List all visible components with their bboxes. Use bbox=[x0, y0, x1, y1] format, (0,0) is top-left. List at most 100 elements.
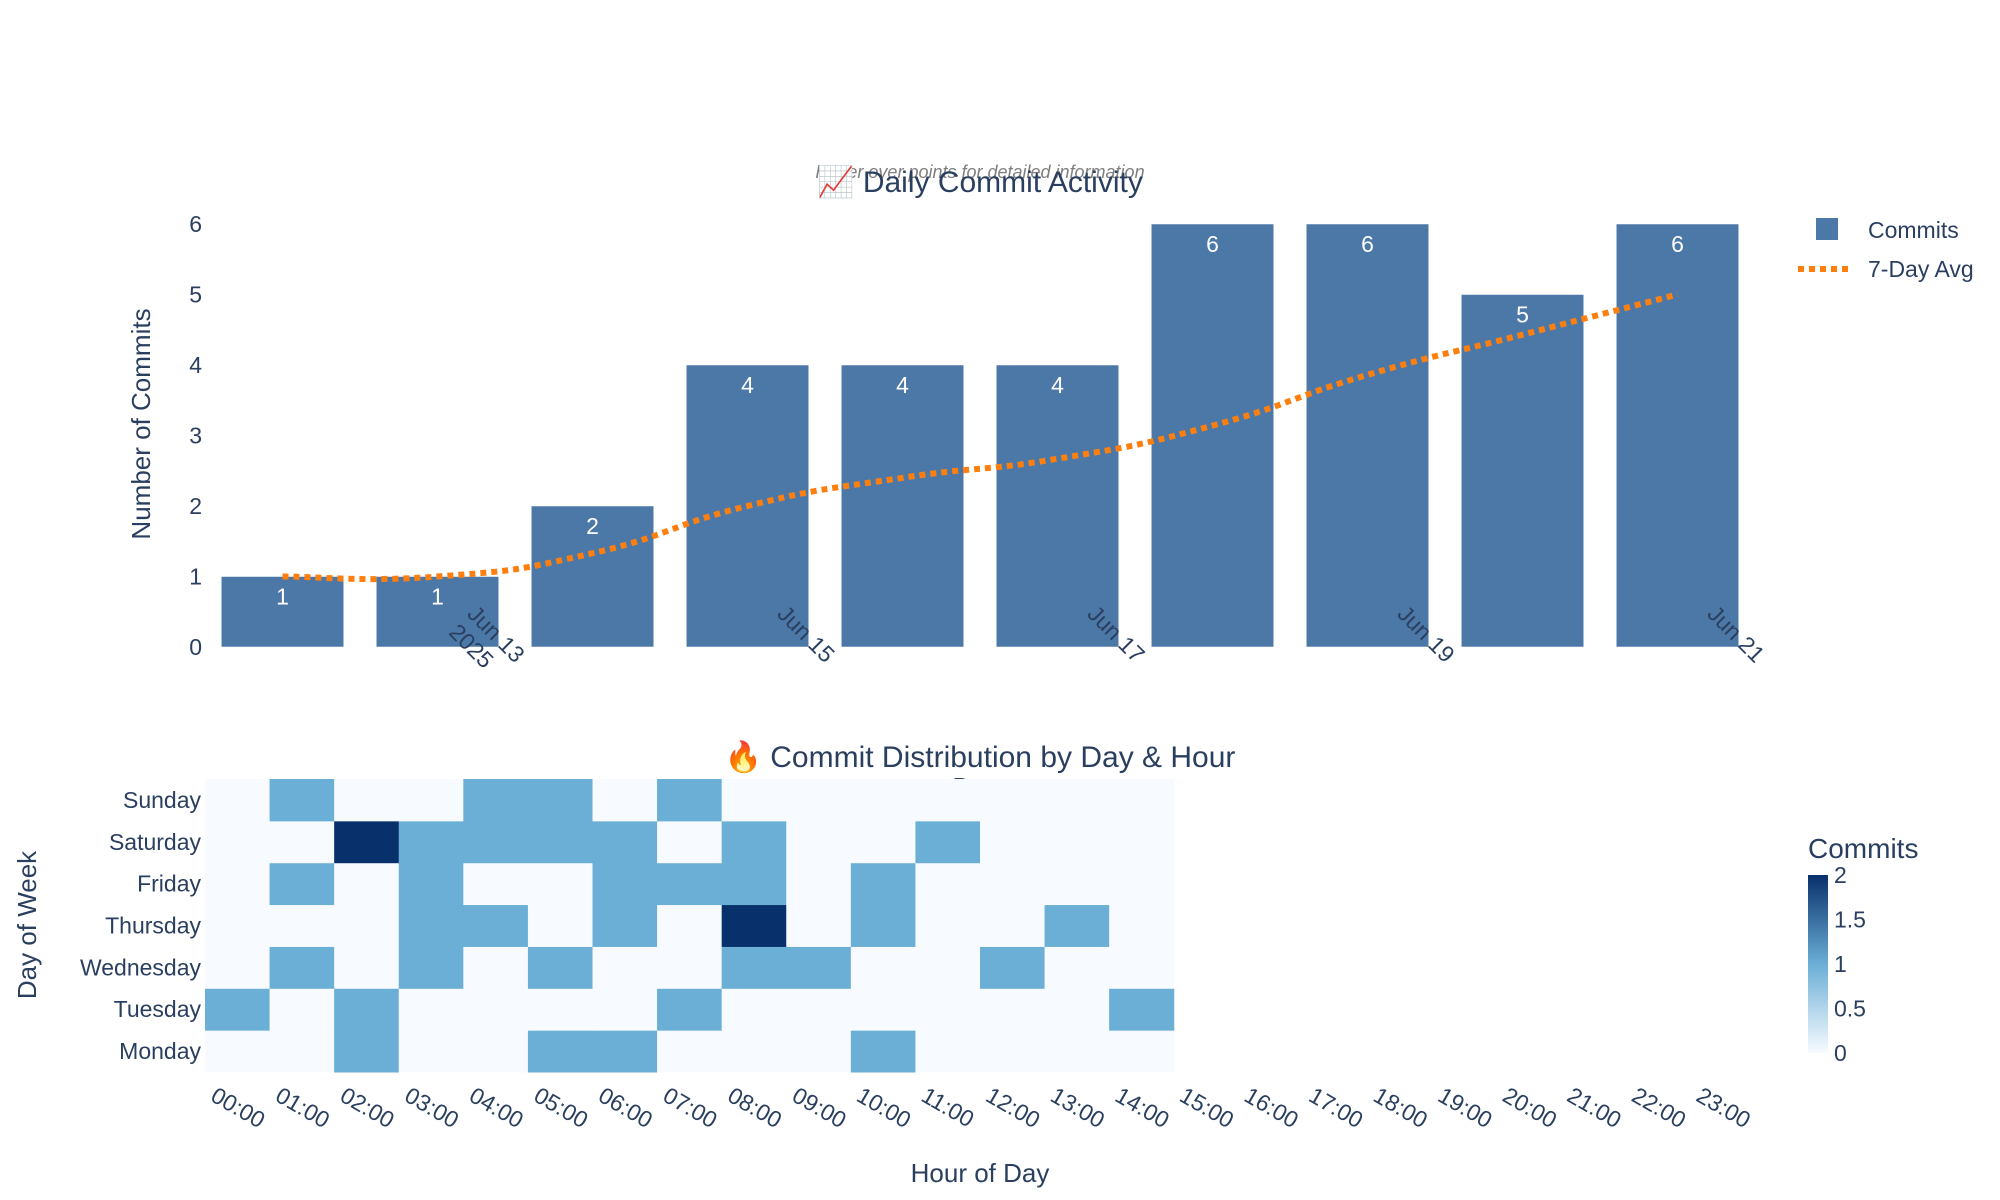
cell-wednesday-01[interactable] bbox=[269, 946, 335, 989]
cell-friday-06[interactable] bbox=[592, 862, 658, 906]
cell-monday-06[interactable] bbox=[592, 1030, 658, 1073]
cell-friday-09[interactable] bbox=[786, 862, 852, 906]
cell-friday-10[interactable] bbox=[850, 862, 916, 906]
cell-thursday-04[interactable] bbox=[463, 904, 529, 947]
legend-label-commits[interactable]: Commits bbox=[1868, 217, 1959, 243]
cell-sunday-10[interactable] bbox=[850, 779, 916, 822]
cell-tuesday-06[interactable] bbox=[592, 988, 658, 1031]
cell-saturday-07[interactable] bbox=[657, 820, 723, 864]
cell-tuesday-13[interactable] bbox=[1044, 988, 1110, 1031]
cell-tuesday-01[interactable] bbox=[269, 988, 335, 1031]
bar-2025-06-17[interactable] bbox=[996, 364, 1119, 648]
cell-tuesday-02[interactable] bbox=[334, 988, 400, 1031]
cell-sunday-01[interactable] bbox=[269, 779, 335, 822]
cell-saturday-05[interactable] bbox=[527, 820, 593, 864]
bar-2025-06-13[interactable] bbox=[376, 576, 499, 648]
cell-tuesday-08[interactable] bbox=[721, 988, 787, 1031]
cell-saturday-13[interactable] bbox=[1044, 820, 1110, 864]
cell-tuesday-03[interactable] bbox=[398, 988, 464, 1031]
cell-thursday-09[interactable] bbox=[786, 904, 852, 947]
bar-chart-avg-line[interactable] bbox=[282, 291, 1679, 583]
cell-tuesday-11[interactable] bbox=[915, 988, 981, 1031]
cell-monday-09[interactable] bbox=[786, 1030, 852, 1073]
cell-thursday-02[interactable] bbox=[334, 904, 400, 947]
bar-2025-06-21[interactable] bbox=[1616, 223, 1739, 648]
cell-thursday-07[interactable] bbox=[657, 904, 723, 947]
cell-monday-11[interactable] bbox=[915, 1030, 981, 1073]
cell-thursday-14[interactable] bbox=[1109, 904, 1175, 947]
avg-line-path[interactable] bbox=[282, 291, 1679, 583]
cell-sunday-08[interactable] bbox=[721, 779, 787, 822]
cell-monday-04[interactable] bbox=[463, 1030, 529, 1073]
cell-thursday-06[interactable] bbox=[592, 904, 658, 947]
cell-thursday-05[interactable] bbox=[527, 904, 593, 947]
cell-monday-08[interactable] bbox=[721, 1030, 787, 1073]
cell-tuesday-14[interactable] bbox=[1109, 988, 1175, 1031]
cell-wednesday-14[interactable] bbox=[1109, 946, 1175, 989]
cell-friday-08[interactable] bbox=[721, 862, 787, 906]
cell-friday-00[interactable] bbox=[205, 862, 271, 906]
cell-sunday-03[interactable] bbox=[398, 779, 464, 822]
legend-label-7-day-avg[interactable]: 7-Day Avg bbox=[1868, 256, 1974, 282]
bar-2025-06-16[interactable] bbox=[841, 364, 964, 648]
cell-monday-02[interactable] bbox=[334, 1030, 400, 1073]
cell-sunday-12[interactable] bbox=[980, 779, 1046, 822]
cell-wednesday-04[interactable] bbox=[463, 946, 529, 989]
cell-monday-01[interactable] bbox=[269, 1030, 335, 1073]
cell-thursday-01[interactable] bbox=[269, 904, 335, 947]
cell-friday-05[interactable] bbox=[527, 862, 593, 906]
cell-sunday-00[interactable] bbox=[205, 779, 271, 822]
cell-sunday-13[interactable] bbox=[1044, 779, 1110, 822]
cell-thursday-13[interactable] bbox=[1044, 904, 1110, 947]
cell-wednesday-03[interactable] bbox=[398, 946, 464, 989]
cell-monday-14[interactable] bbox=[1109, 1030, 1175, 1073]
cell-saturday-00[interactable] bbox=[205, 820, 271, 864]
cell-sunday-05[interactable] bbox=[527, 779, 593, 822]
cell-wednesday-12[interactable] bbox=[980, 946, 1046, 989]
cell-sunday-11[interactable] bbox=[915, 779, 981, 822]
cell-wednesday-13[interactable] bbox=[1044, 946, 1110, 989]
cell-monday-05[interactable] bbox=[527, 1030, 593, 1073]
cell-friday-12[interactable] bbox=[980, 862, 1046, 906]
cell-sunday-06[interactable] bbox=[592, 779, 658, 822]
cell-tuesday-10[interactable] bbox=[850, 988, 916, 1031]
bar-2025-06-19[interactable] bbox=[1306, 223, 1429, 648]
cell-thursday-12[interactable] bbox=[980, 904, 1046, 947]
cell-wednesday-09[interactable] bbox=[786, 946, 852, 989]
cell-monday-07[interactable] bbox=[657, 1030, 723, 1073]
cell-saturday-08[interactable] bbox=[721, 820, 787, 864]
cell-sunday-14[interactable] bbox=[1109, 779, 1175, 822]
cell-saturday-10[interactable] bbox=[850, 820, 916, 864]
cell-thursday-08[interactable] bbox=[721, 904, 787, 947]
cell-tuesday-00[interactable] bbox=[205, 988, 271, 1031]
cell-friday-03[interactable] bbox=[398, 862, 464, 906]
bar-2025-06-12[interactable] bbox=[221, 576, 344, 648]
cell-monday-13[interactable] bbox=[1044, 1030, 1110, 1073]
cell-thursday-00[interactable] bbox=[205, 904, 271, 947]
cell-friday-02[interactable] bbox=[334, 862, 400, 906]
cell-tuesday-07[interactable] bbox=[657, 988, 723, 1031]
cell-thursday-03[interactable] bbox=[398, 904, 464, 947]
cell-wednesday-06[interactable] bbox=[592, 946, 658, 989]
cell-monday-12[interactable] bbox=[980, 1030, 1046, 1073]
bar-chart-bars[interactable]: 1 1 2 4 4 4 6 6 5 6 bbox=[221, 223, 1739, 648]
cell-friday-11[interactable] bbox=[915, 862, 981, 906]
cell-sunday-02[interactable] bbox=[334, 779, 400, 822]
cell-friday-07[interactable] bbox=[657, 862, 723, 906]
cell-tuesday-05[interactable] bbox=[527, 988, 593, 1031]
legend-swatch-commits[interactable] bbox=[1816, 218, 1838, 240]
cell-tuesday-04[interactable] bbox=[463, 988, 529, 1031]
cell-saturday-11[interactable] bbox=[915, 820, 981, 864]
cell-sunday-09[interactable] bbox=[786, 779, 852, 822]
cell-saturday-06[interactable] bbox=[592, 820, 658, 864]
cell-saturday-01[interactable] bbox=[269, 820, 335, 864]
cell-tuesday-09[interactable] bbox=[786, 988, 852, 1031]
cell-sunday-07[interactable] bbox=[657, 779, 723, 822]
cell-wednesday-02[interactable] bbox=[334, 946, 400, 989]
heatmap-cells[interactable] bbox=[205, 779, 1175, 1073]
cell-friday-14[interactable] bbox=[1109, 862, 1175, 906]
cell-saturday-14[interactable] bbox=[1109, 820, 1175, 864]
cell-wednesday-10[interactable] bbox=[850, 946, 916, 989]
cell-friday-04[interactable] bbox=[463, 862, 529, 906]
cell-monday-00[interactable] bbox=[205, 1030, 271, 1073]
